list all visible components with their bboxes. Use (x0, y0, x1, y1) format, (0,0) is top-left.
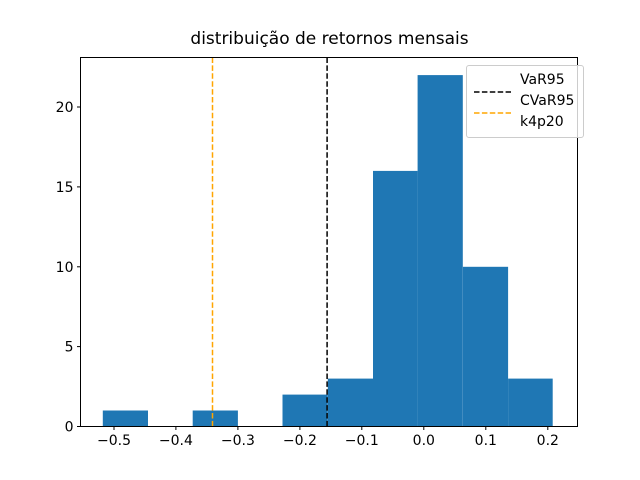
x-tick-label: −0.5 (97, 433, 131, 449)
histogram-bar (102, 410, 148, 427)
legend: VaR95 CVaR95 k4p20 (466, 65, 585, 138)
dashed-line-icon (474, 79, 511, 93)
y-tick-label: 20 (56, 100, 74, 116)
axes-frame (80, 57, 578, 427)
histogram-bar (192, 410, 238, 427)
dashed-line-icon (474, 100, 511, 114)
chart-title: distribuição de retornos mensais (190, 29, 469, 49)
legend-entry-cvar95: CVaR95 (474, 91, 575, 114)
histogram-bar (373, 170, 418, 427)
legend-label: k4p20 (520, 114, 564, 130)
histogram-bar (282, 394, 328, 427)
legend-entry-var95: VaR95 (474, 70, 574, 93)
empty-handle (474, 121, 511, 125)
histogram-bar (462, 266, 509, 427)
y-tick-label: 10 (56, 260, 74, 276)
x-tick-label: 0.2 (537, 433, 559, 449)
histogram-bar (327, 378, 373, 427)
legend-label: VaR95 (520, 72, 565, 88)
x-tick-label: −0.2 (283, 433, 317, 449)
y-tick-label: 0 (65, 420, 74, 436)
legend-entry-k4p20: k4p20 (474, 112, 574, 133)
x-tick-label: 0.1 (475, 433, 497, 449)
x-tick-label: −0.4 (159, 433, 193, 449)
y-tick-label: 15 (56, 180, 74, 196)
x-tick-label: −0.3 (221, 433, 255, 449)
y-tick-label: 5 (65, 340, 74, 356)
x-tick-label: −0.1 (345, 433, 379, 449)
legend-label: CVaR95 (520, 93, 575, 109)
histogram-bar (417, 75, 463, 427)
x-tick-label: 0.0 (413, 433, 435, 449)
histogram-bar (508, 378, 553, 427)
